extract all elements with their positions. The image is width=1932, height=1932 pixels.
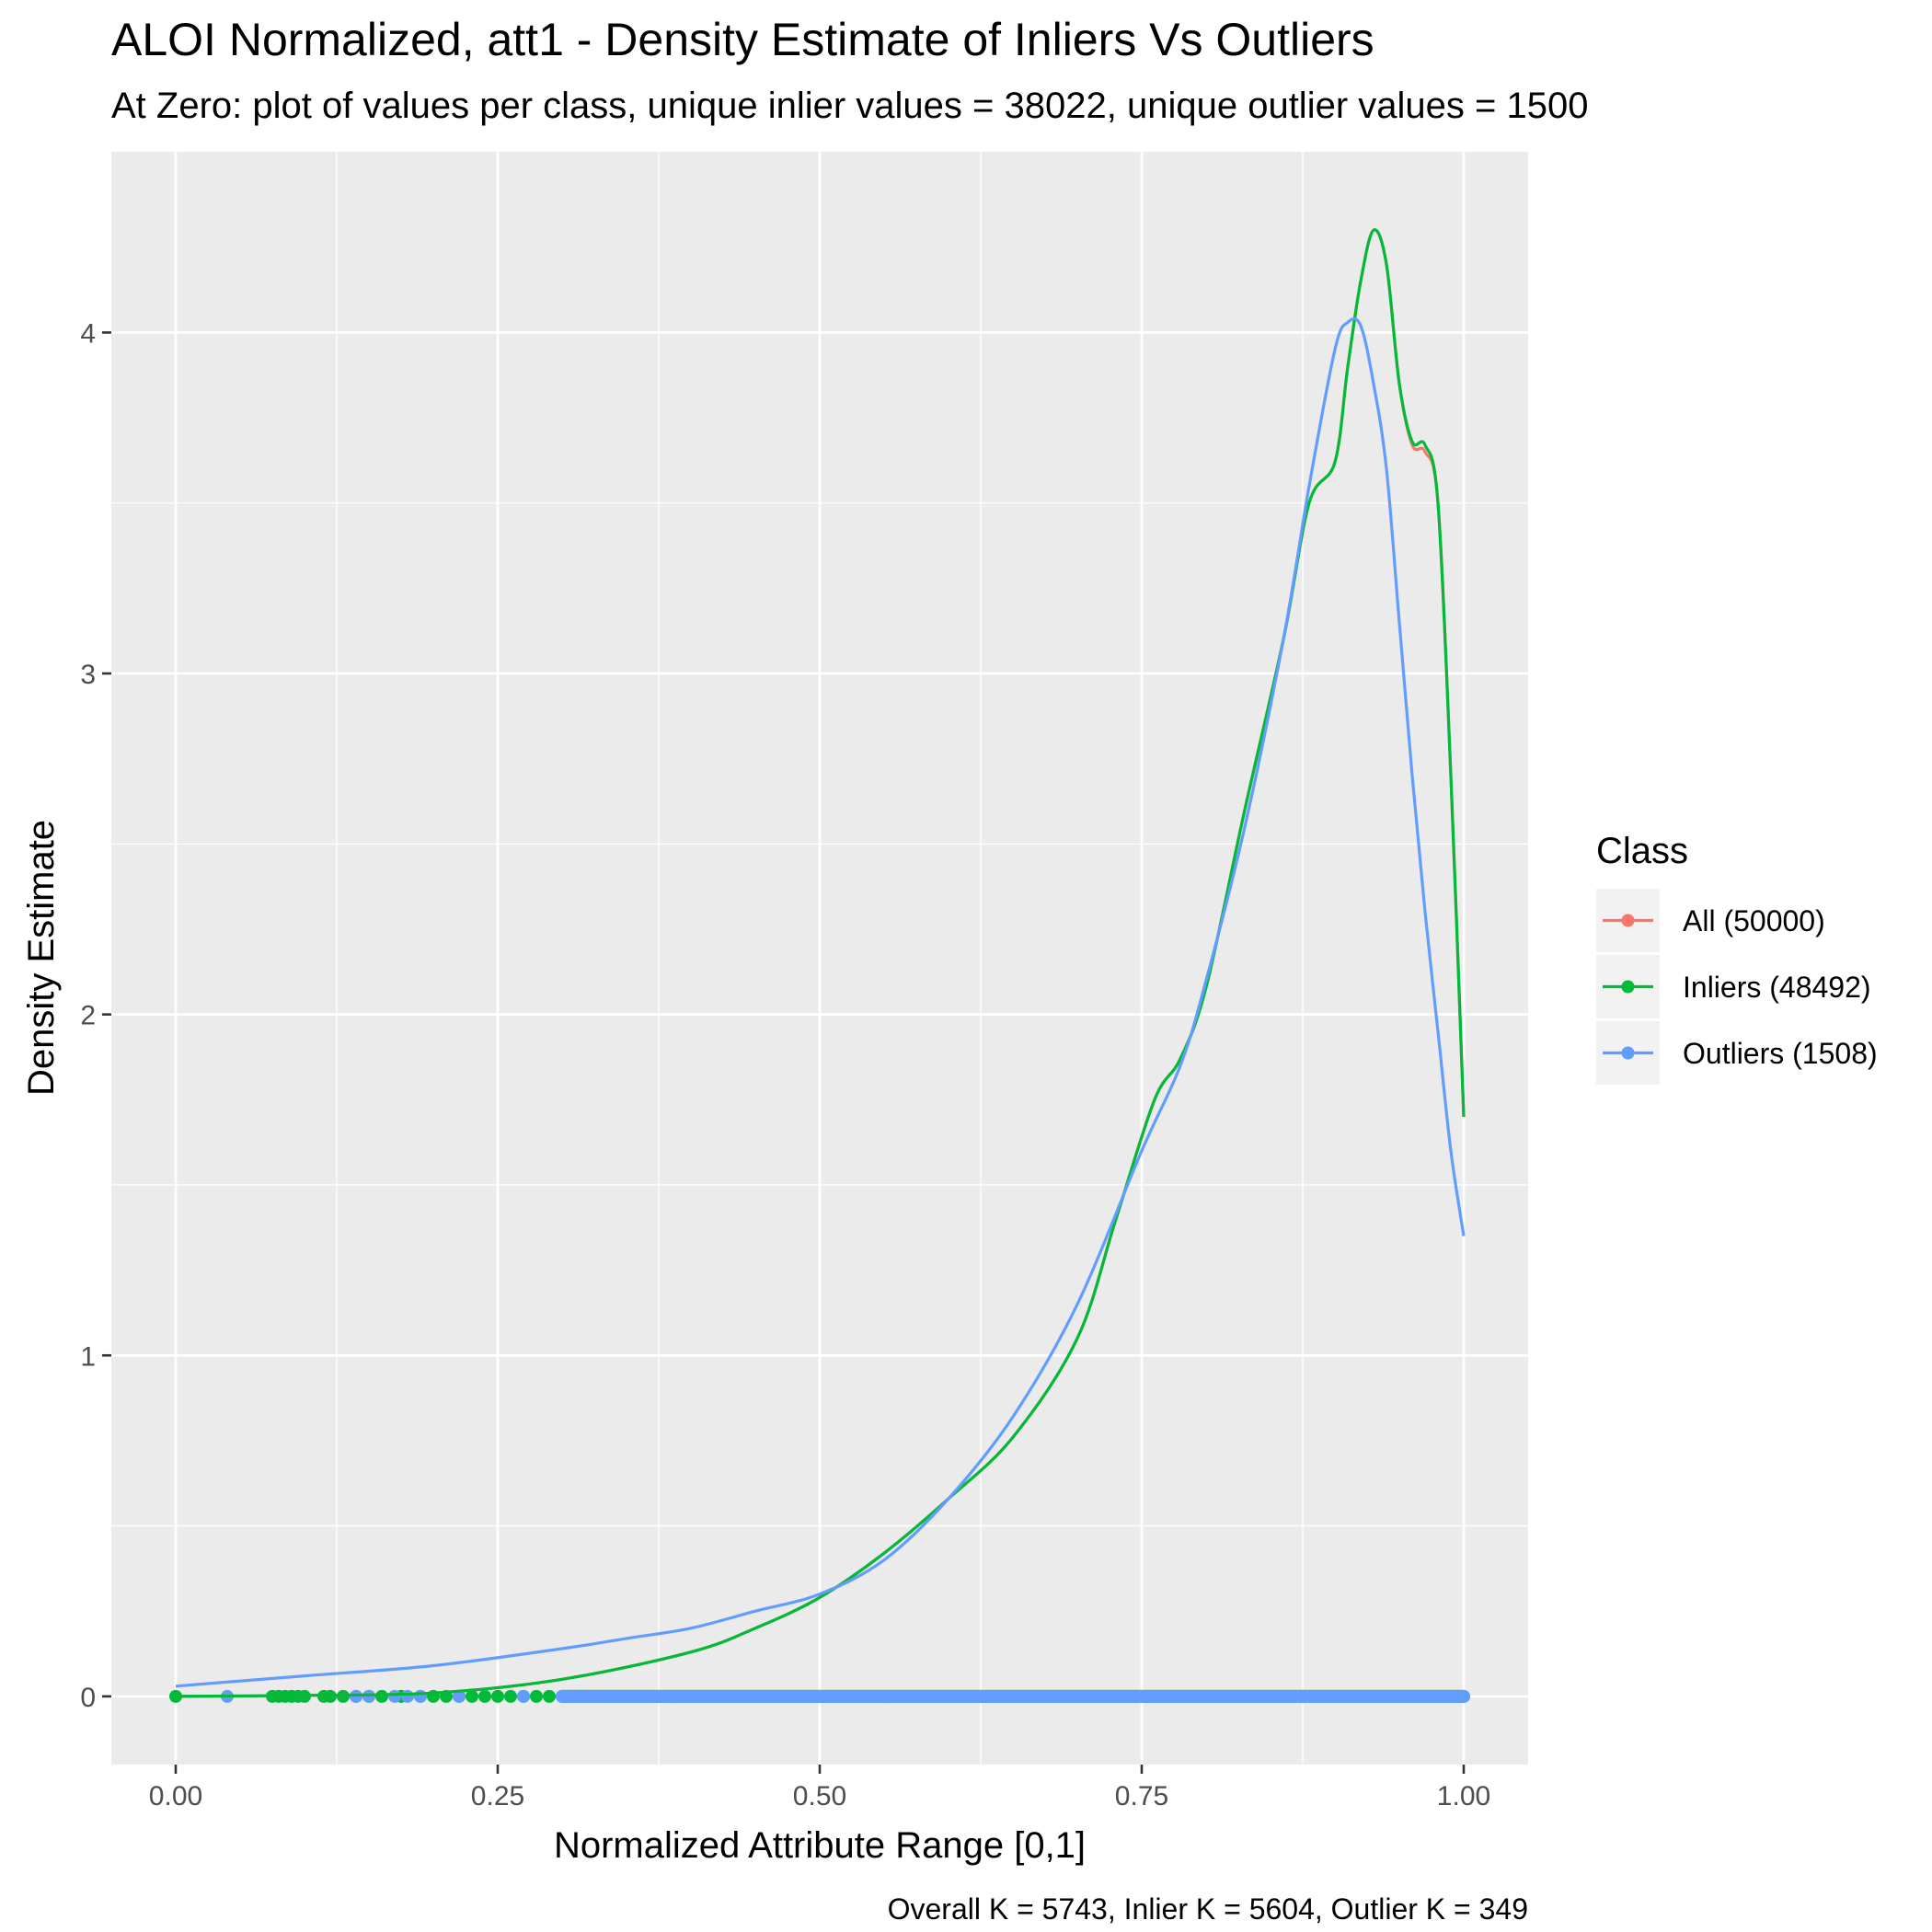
rug-point-outlier — [414, 1689, 427, 1703]
y-tick-label: 0 — [80, 1683, 96, 1713]
legend-key-point — [1621, 980, 1635, 994]
rug-point-inlier — [504, 1689, 517, 1703]
x-tick-label: 1.00 — [1437, 1781, 1490, 1811]
rug-point-inlier — [466, 1689, 478, 1703]
x-tick-label: 0.25 — [471, 1781, 524, 1811]
y-tick-label: 4 — [80, 318, 96, 349]
y-tick-label: 1 — [80, 1341, 96, 1372]
rug-point-inlier — [543, 1689, 556, 1703]
legend-label: Outliers (1508) — [1683, 1037, 1878, 1070]
rug-point-outlier — [401, 1689, 414, 1703]
rug-point-inlier — [530, 1689, 543, 1703]
rug-point-inlier — [491, 1689, 504, 1703]
rug-point-outlier — [362, 1689, 375, 1703]
legend-title: Class — [1596, 831, 1688, 871]
legend-key-point — [1621, 914, 1635, 927]
rug-point-outlier — [517, 1689, 530, 1703]
y-axis-title: Density Estimate — [21, 820, 62, 1096]
y-tick-label: 3 — [80, 660, 96, 690]
x-axis-title: Normalized Attribute Range [0,1] — [554, 1825, 1086, 1866]
legend: Class All (50000) Inliers (48492) Outliers… — [1596, 831, 1878, 1085]
legend-label: All (50000) — [1683, 904, 1825, 937]
chart-caption: Overall K = 5743, Inlier K = 5604, Outli… — [888, 1892, 1528, 1926]
legend-item-outliers: Outliers (1508) — [1596, 1021, 1878, 1085]
rug-point-inlier — [478, 1689, 491, 1703]
legend-label: Inliers (48492) — [1683, 971, 1871, 1004]
legend-item-all: All (50000) — [1596, 889, 1825, 952]
y-tick-label: 2 — [80, 1001, 96, 1031]
legend-keys: All (50000) Inliers (48492) Outliers (1508… — [1596, 889, 1878, 1085]
series-outliers-line — [175, 316, 1466, 1688]
rug-point-outlier — [388, 1689, 401, 1703]
rug-point-outlier — [453, 1689, 466, 1703]
x-tick-label: 0.75 — [1115, 1781, 1168, 1811]
rug-point-inlier — [375, 1689, 388, 1703]
x-axis-ticks: 0.00 0.25 0.50 0.75 1.00 — [149, 1765, 1490, 1811]
x-tick-label: 0.50 — [793, 1781, 846, 1811]
x-tick-label: 0.00 — [149, 1781, 202, 1811]
y-axis-ticks: 0 1 2 3 4 — [80, 318, 111, 1713]
legend-item-inliers: Inliers (48492) — [1596, 955, 1871, 1018]
legend-key-point — [1621, 1046, 1635, 1060]
chart-subtitle: At Zero: plot of values per class, uniqu… — [111, 86, 1588, 126]
rug-point-outlier-band — [556, 1689, 1470, 1703]
chart-title: ALOI Normalized, att1 - Density Estimate… — [111, 14, 1374, 65]
series-layer — [175, 228, 1466, 1698]
